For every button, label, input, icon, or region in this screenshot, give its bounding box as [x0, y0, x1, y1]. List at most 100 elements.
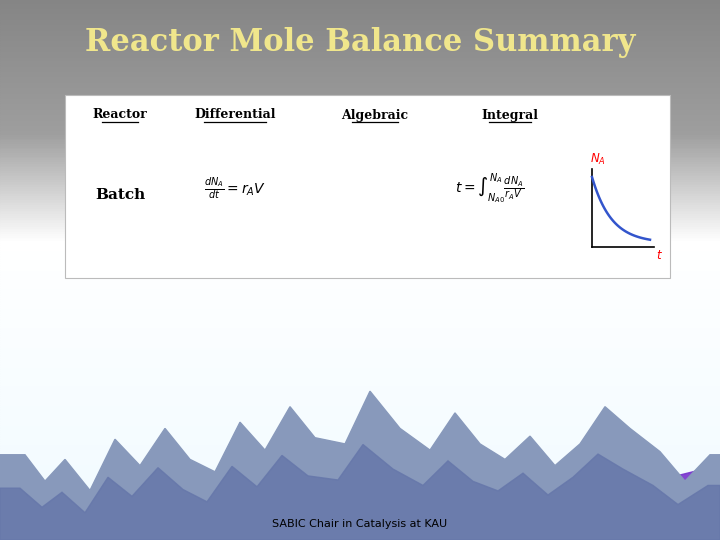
Bar [0, 221, 720, 223]
Bar [0, 490, 720, 491]
Bar [0, 407, 720, 409]
Bar [0, 104, 720, 106]
Bar [0, 463, 720, 464]
Bar [0, 23, 720, 25]
Bar [0, 234, 720, 236]
Bar [0, 39, 720, 42]
Bar [0, 367, 720, 369]
Bar [0, 72, 720, 74]
Bar [0, 259, 720, 261]
Bar [0, 255, 720, 258]
Bar [0, 390, 720, 393]
Bar [0, 502, 720, 504]
Bar [0, 157, 720, 158]
Bar [0, 50, 720, 52]
Bar [0, 160, 720, 162]
Bar [0, 79, 720, 81]
Bar [0, 58, 720, 59]
Bar [0, 211, 720, 212]
Bar [0, 61, 720, 63]
Bar [0, 409, 720, 410]
Bar [0, 511, 720, 513]
Bar [0, 173, 720, 174]
Bar [0, 99, 720, 101]
Bar [0, 126, 720, 128]
Bar [0, 275, 720, 277]
Bar [0, 454, 720, 455]
Text: Differential: Differential [194, 109, 276, 122]
Bar [0, 317, 720, 319]
Bar [0, 290, 720, 292]
Bar [0, 522, 720, 524]
Bar [0, 169, 720, 171]
Bar [0, 470, 720, 471]
Bar [0, 401, 720, 403]
Bar [0, 22, 720, 23]
Bar [0, 297, 720, 299]
Bar [0, 285, 720, 286]
Bar [0, 0, 720, 2]
Bar [0, 137, 720, 139]
Bar [0, 245, 720, 247]
Bar [0, 196, 720, 198]
Bar [0, 139, 720, 140]
Bar [0, 457, 720, 459]
Bar [0, 455, 720, 457]
Bar [0, 194, 720, 196]
Bar [0, 164, 720, 166]
Bar [0, 142, 720, 144]
Bar [0, 101, 720, 103]
Bar [0, 52, 720, 54]
Bar [0, 32, 720, 34]
Bar [0, 444, 720, 447]
Bar [0, 304, 720, 306]
Bar [0, 184, 720, 185]
Bar [0, 270, 720, 272]
Bar [0, 427, 720, 428]
Bar [0, 362, 720, 363]
Bar [0, 166, 720, 167]
Bar [0, 16, 720, 18]
Bar [0, 324, 720, 326]
Bar [0, 45, 720, 47]
Bar [0, 308, 720, 309]
Bar [0, 155, 720, 157]
Text: Integral: Integral [482, 109, 539, 122]
Bar [0, 177, 720, 178]
Bar [0, 250, 720, 252]
Bar [0, 320, 720, 322]
Bar [0, 150, 720, 151]
Bar [0, 333, 720, 335]
Bar [0, 533, 720, 535]
Bar [0, 309, 720, 312]
Bar [0, 302, 720, 304]
Bar [0, 15, 720, 16]
Bar [0, 299, 720, 301]
Bar [0, 336, 720, 339]
Bar [0, 340, 720, 342]
Text: SABIC Chair in Catalysis at KAU: SABIC Chair in Catalysis at KAU [272, 519, 448, 529]
Bar [0, 356, 720, 358]
Bar [0, 301, 720, 302]
Bar [0, 187, 720, 189]
Bar [0, 162, 720, 164]
Bar [0, 31, 720, 32]
Bar [0, 436, 720, 437]
Bar [0, 474, 720, 475]
Bar [0, 497, 720, 498]
Bar [0, 231, 720, 232]
Bar [0, 443, 720, 444]
Bar [0, 228, 720, 231]
Bar [0, 380, 720, 382]
Bar [0, 281, 720, 282]
Bar [0, 363, 720, 366]
Bar [0, 83, 720, 85]
Bar [0, 428, 720, 430]
Bar [0, 531, 720, 533]
Bar [0, 508, 720, 509]
Bar [0, 335, 720, 336]
Bar [0, 441, 720, 443]
Bar [0, 344, 720, 346]
Bar [0, 241, 720, 243]
Bar [0, 124, 720, 126]
